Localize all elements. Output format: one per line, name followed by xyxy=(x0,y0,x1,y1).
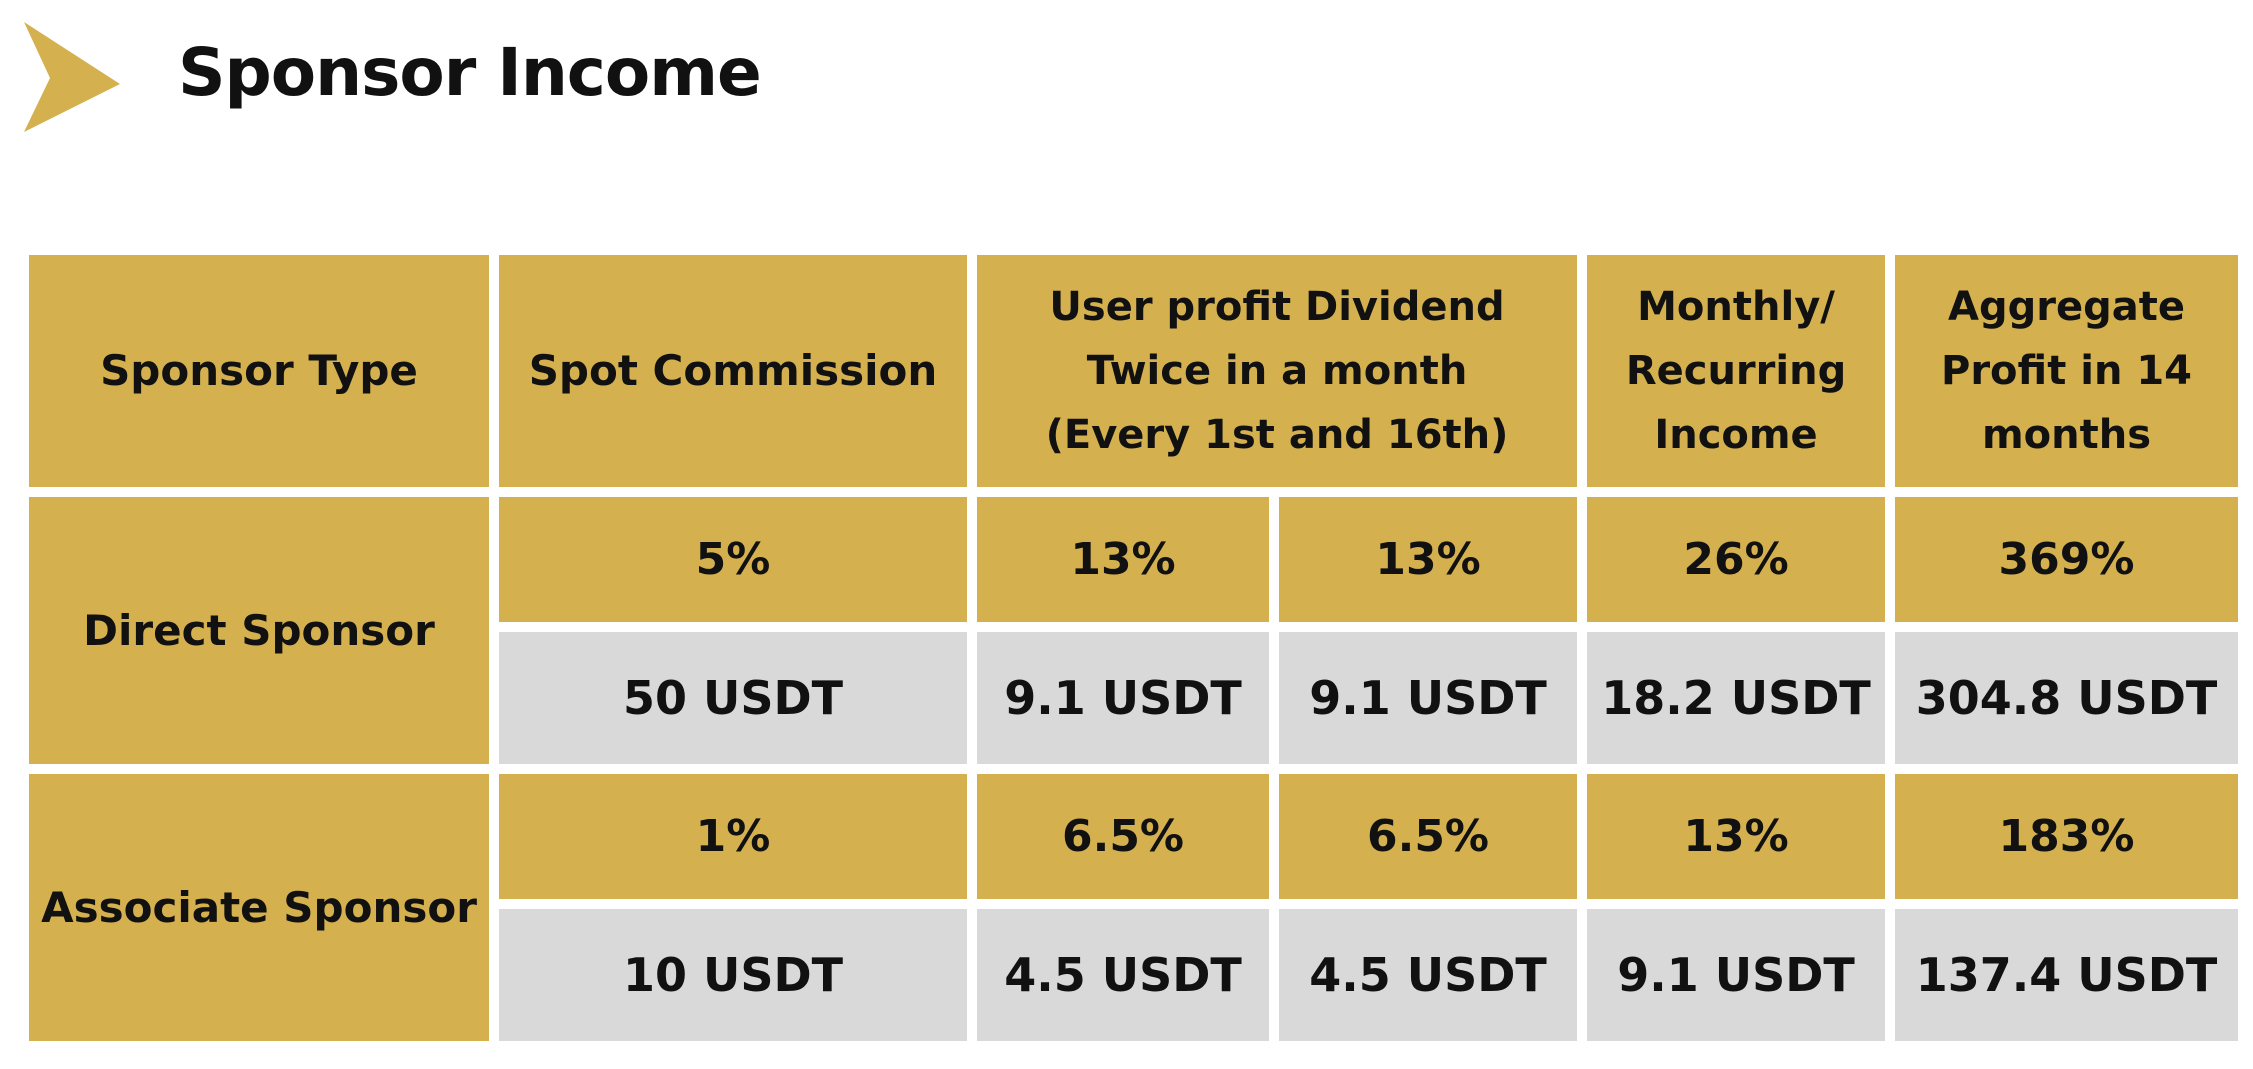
column-header-user-profit-dividend: User profit Dividend Twice in a month (E… xyxy=(977,255,1578,487)
cell-direct-spot-amount: 50 USDT xyxy=(499,632,967,764)
row-header-direct-sponsor: Direct Sponsor xyxy=(29,497,489,764)
cell-direct-aggregate-percent: 369% xyxy=(1895,497,2239,622)
cell-direct-spot-percent: 5% xyxy=(499,497,967,622)
cell-associate-dividend-2-percent: 6.5% xyxy=(1279,774,1578,899)
row-header-associate-sponsor: Associate Sponsor xyxy=(29,774,489,1041)
cell-associate-monthly-percent: 13% xyxy=(1587,774,1886,899)
cell-direct-dividend-2-percent: 13% xyxy=(1279,497,1578,622)
cell-direct-monthly-amount: 18.2 USDT xyxy=(1587,632,1886,764)
cell-direct-monthly-percent: 26% xyxy=(1587,497,1886,622)
cell-associate-monthly-amount: 9.1 USDT xyxy=(1587,909,1886,1041)
column-header-monthly-recurring-income: Monthly/ Recurring Income xyxy=(1587,255,1886,487)
cell-direct-dividend-1-percent: 13% xyxy=(977,497,1269,622)
table-row-associate-amount: 10 USDT 4.5 USDT 4.5 USDT 9.1 USDT 137.4… xyxy=(29,909,2239,1041)
chevron-right-icon xyxy=(24,22,120,132)
sponsor-income-table: Sponsor Type Spot Commission User profit… xyxy=(19,245,2248,1051)
cell-associate-aggregate-amount: 137.4 USDT xyxy=(1895,909,2239,1041)
column-header-spot-commission: Spot Commission xyxy=(499,255,967,487)
cell-associate-dividend-1-amount: 4.5 USDT xyxy=(977,909,1269,1041)
cell-direct-dividend-1-amount: 9.1 USDT xyxy=(977,632,1269,764)
cell-associate-aggregate-percent: 183% xyxy=(1895,774,2239,899)
column-header-sponsor-type: Sponsor Type xyxy=(29,255,489,487)
page-title: Sponsor Income xyxy=(178,34,762,111)
cell-direct-dividend-2-amount: 9.1 USDT xyxy=(1279,632,1578,764)
table-row-direct-amount: 50 USDT 9.1 USDT 9.1 USDT 18.2 USDT 304.… xyxy=(29,632,2239,764)
cell-associate-dividend-2-amount: 4.5 USDT xyxy=(1279,909,1578,1041)
table-row-associate-percent: Associate Sponsor 1% 6.5% 6.5% 13% 183% xyxy=(29,774,2239,1041)
cell-direct-aggregate-amount: 304.8 USDT xyxy=(1895,632,2239,764)
cell-associate-dividend-1-percent: 6.5% xyxy=(977,774,1269,899)
page-header: Sponsor Income xyxy=(0,0,2253,150)
cell-associate-spot-percent: 1% xyxy=(499,774,967,899)
header-row: Sponsor Type Spot Commission User profit… xyxy=(29,255,2239,487)
column-header-aggregate-profit: Aggregate Profit in 14 months xyxy=(1895,255,2239,487)
cell-associate-spot-amount: 10 USDT xyxy=(499,909,967,1041)
table-row-direct-percent: Direct Sponsor 5% 13% 13% 26% 369% xyxy=(29,497,2239,764)
